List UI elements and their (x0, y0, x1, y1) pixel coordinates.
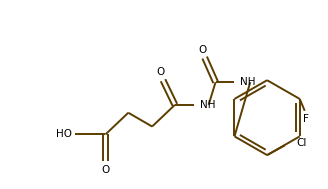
Text: NH: NH (240, 77, 256, 87)
Text: NH: NH (200, 100, 215, 110)
Text: O: O (101, 165, 110, 175)
Text: Cl: Cl (297, 138, 307, 148)
Text: O: O (198, 45, 207, 55)
Text: F: F (303, 114, 309, 124)
Text: HO: HO (56, 129, 72, 139)
Text: O: O (156, 67, 164, 77)
